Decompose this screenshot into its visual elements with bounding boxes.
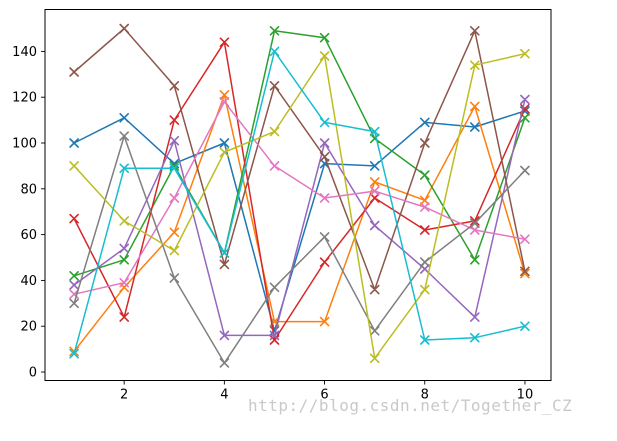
- series-gray-markers: [69, 131, 530, 368]
- series-blue-line: [73, 110, 526, 332]
- x-tick-label: 2: [120, 388, 128, 403]
- x-tick-label: 6: [320, 388, 328, 403]
- y-tick-label: 120: [12, 91, 37, 106]
- y-tick-label: 0: [29, 366, 37, 381]
- y-tick-label: 20: [20, 320, 37, 335]
- series-brown-markers: [69, 23, 530, 295]
- x-tick-label: 10: [517, 388, 534, 403]
- series-olive-markers: [69, 48, 530, 364]
- series-pink-markers: [69, 97, 530, 299]
- series-green-line: [73, 30, 526, 277]
- y-tick-label: 60: [20, 228, 37, 243]
- series-gray-line: [73, 135, 526, 364]
- series-cyan-line: [73, 50, 526, 355]
- series-olive-line: [73, 52, 526, 360]
- y-tick-label: 40: [20, 274, 37, 289]
- series-cyan-markers: [69, 46, 530, 359]
- y-tick-label: 100: [12, 137, 37, 152]
- series-purple-markers: [69, 94, 530, 341]
- series-red-markers: [69, 37, 530, 345]
- series-brown-line: [73, 27, 526, 291]
- y-tick-label: 140: [12, 45, 37, 60]
- series-blue-markers: [69, 106, 530, 336]
- series-purple-line: [73, 98, 526, 337]
- y-tick-label: 80: [20, 182, 37, 197]
- x-tick-label: 4: [220, 388, 228, 403]
- plot-border: [44, 9, 552, 381]
- series-pink-line: [73, 101, 526, 295]
- series-orange-line: [73, 94, 526, 353]
- series-red-line: [73, 41, 526, 341]
- x-tick-label: 8: [421, 388, 429, 403]
